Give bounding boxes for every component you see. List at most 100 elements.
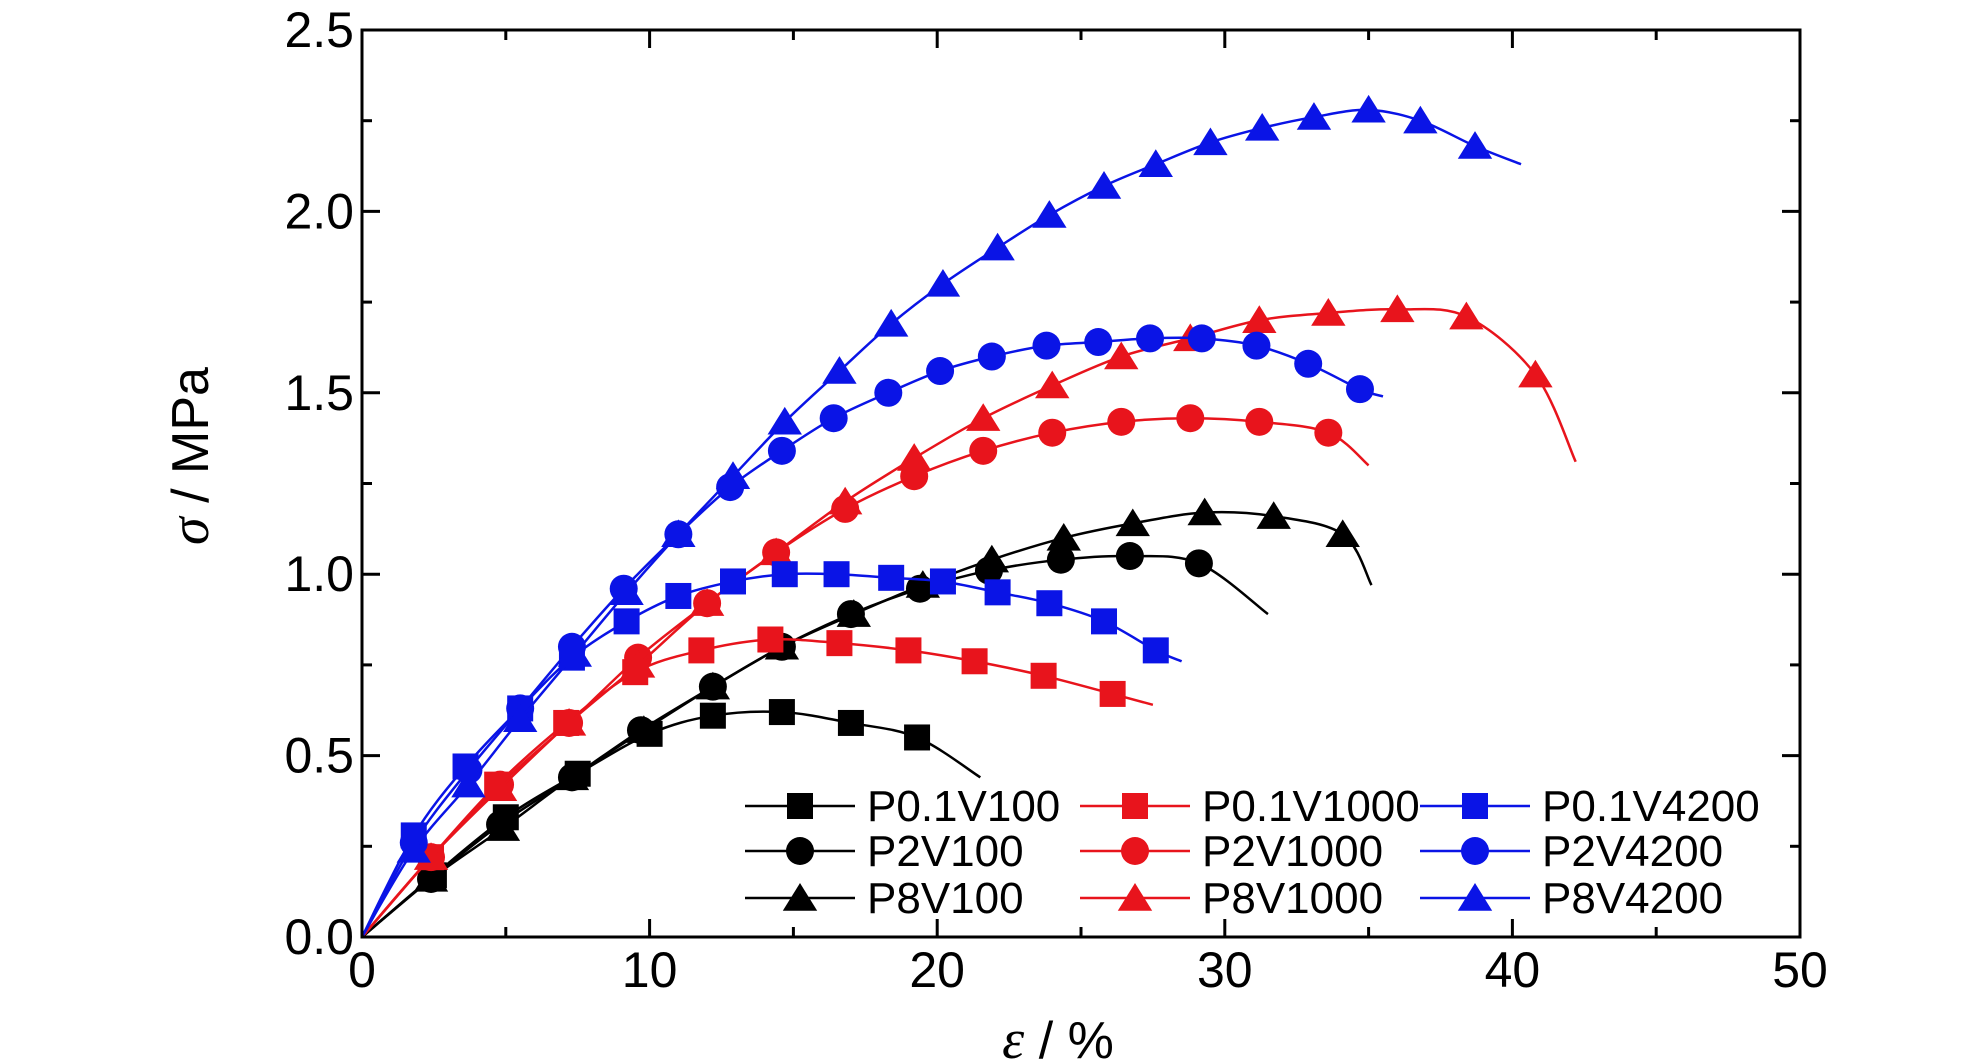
data-point [665, 582, 692, 609]
data-point [1038, 418, 1067, 447]
data-point [613, 608, 640, 635]
data-point [413, 864, 449, 892]
data-point [720, 568, 747, 595]
legend-marker [786, 837, 814, 865]
data-point [1032, 331, 1061, 360]
legend-marker [1462, 793, 1488, 819]
data-point [1184, 549, 1213, 578]
legend-label: P0.1V1000 [1202, 782, 1420, 831]
data-point [1351, 94, 1386, 123]
data-point [1457, 131, 1493, 159]
x-axis-title: ε / % [1002, 1009, 1114, 1063]
legend-marker [1461, 837, 1489, 865]
data-point [969, 436, 998, 465]
y-tick-label: 2.0 [284, 183, 354, 239]
data-point [925, 269, 961, 297]
data-point [413, 842, 449, 870]
x-tick-label: 20 [909, 942, 965, 998]
data-point [1325, 519, 1360, 547]
data-point [895, 637, 922, 664]
legend-marker [787, 793, 813, 819]
legend-entry-p0-1v4200: P0.1V4200 [1420, 782, 1760, 831]
legend-marker [1117, 883, 1153, 911]
x-tick-label: 0 [348, 942, 376, 998]
data-point [929, 568, 956, 595]
data-point [1115, 508, 1150, 537]
data-point [1242, 331, 1271, 360]
data-point [1403, 105, 1438, 134]
data-point [1187, 324, 1216, 353]
plot-content [360, 94, 1577, 938]
data-point [771, 561, 798, 588]
legend-label: P2V4200 [1542, 827, 1723, 876]
data-point [688, 637, 715, 664]
data-point [1256, 501, 1291, 529]
y-tick-labels: 0.0 0.5 1.0 1.5 2.0 2.5 [284, 2, 354, 965]
data-point [1091, 608, 1118, 635]
data-point [1136, 324, 1165, 353]
legend-label: P8V1000 [1202, 874, 1383, 923]
data-point [695, 671, 731, 700]
x-tick-label: 40 [1485, 942, 1541, 998]
legend-entry-p8v4200: P8V4200 [1420, 874, 1723, 923]
data-point [1046, 545, 1075, 574]
data-point [1242, 305, 1277, 333]
data-point [1030, 662, 1057, 689]
series-line-p0-1v100 [361, 710, 982, 938]
y-axis-unit: / MPa [162, 367, 220, 517]
data-point [485, 813, 521, 841]
data-point [1104, 341, 1139, 370]
data-point [1449, 301, 1484, 330]
data-point [1086, 171, 1122, 199]
legend-entry-p0-1v100: P0.1V100 [745, 782, 1060, 831]
data-point [451, 769, 486, 798]
legend-marker [1121, 837, 1149, 865]
y-tick-label: 2.5 [284, 2, 354, 58]
data-point [977, 342, 1006, 371]
legend-entry-p2v100: P2V100 [745, 827, 1024, 876]
data-point [1032, 200, 1067, 228]
data-point [904, 724, 931, 751]
data-point [1187, 497, 1222, 526]
data-point [767, 436, 796, 465]
series-p8v4200 [360, 94, 1522, 938]
legend-label: P2V1000 [1202, 827, 1383, 876]
legend-entry-p2v1000: P2V1000 [1080, 827, 1383, 876]
data-point [980, 232, 1015, 261]
data-point [715, 461, 751, 489]
data-point [819, 404, 848, 433]
data-point [1138, 149, 1173, 177]
data-point [758, 537, 794, 566]
axis-ticks [360, 28, 1802, 939]
legend-entry-p8v1000: P8V1000 [1080, 874, 1383, 923]
data-point [1142, 637, 1169, 664]
data-point [1314, 418, 1343, 447]
legend-label: P0.1V4200 [1542, 782, 1760, 831]
legend-entry-p8v100: P8V100 [745, 874, 1024, 923]
data-point [826, 630, 853, 657]
legend-label: P8V100 [867, 874, 1024, 923]
x-tick-labels: 0 10 20 30 40 50 [348, 942, 1828, 998]
data-point [974, 544, 1010, 573]
data-point [554, 762, 590, 791]
data-point [1036, 590, 1063, 617]
data-point [873, 308, 909, 337]
data-point [827, 486, 863, 515]
data-point [837, 709, 864, 736]
data-point [1245, 407, 1274, 436]
series-p2v100 [361, 542, 1269, 938]
x-axis-symbol: ε [1002, 1009, 1025, 1063]
data-point [966, 403, 1001, 431]
y-axis-symbol: σ [159, 515, 221, 545]
data-point [878, 564, 905, 591]
data-point [1046, 522, 1081, 551]
data-point [699, 702, 726, 729]
data-point [757, 626, 784, 653]
data-point [896, 443, 932, 471]
y-tick-label: 0.0 [284, 909, 354, 965]
data-point [1296, 102, 1332, 130]
data-point [1035, 370, 1070, 399]
data-point [626, 715, 662, 743]
data-point [874, 378, 903, 407]
data-point [661, 519, 696, 547]
